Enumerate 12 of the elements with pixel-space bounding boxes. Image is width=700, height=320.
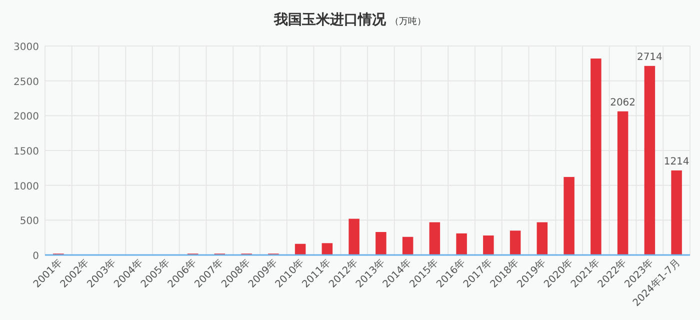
data-label: 2714 — [636, 52, 662, 63]
y-tick-label: 1500 — [14, 146, 39, 158]
y-tick-label: 0 — [32, 251, 39, 262]
y-tick-label: 2000 — [14, 112, 39, 123]
data-label: 1214 — [664, 156, 690, 168]
y-tick-label: 3000 — [14, 42, 39, 53]
chart-title: 我国玉米进口情况 — [274, 12, 386, 28]
y-tick-label: 2500 — [14, 76, 39, 88]
data-label: 2062 — [610, 97, 636, 108]
y-tick-label: 500 — [20, 216, 39, 228]
y-tick-label: 1000 — [14, 181, 39, 192]
chart-subtitle: （万吨） — [390, 16, 426, 27]
